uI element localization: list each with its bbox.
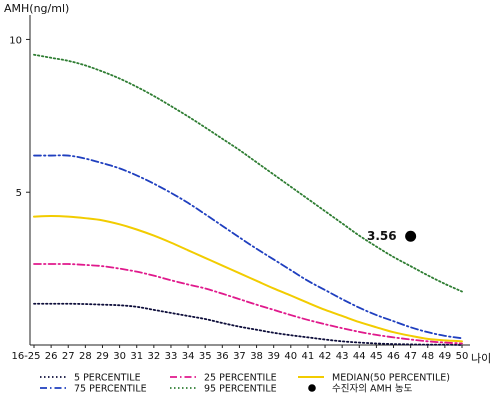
x-tick-label: 27 [62, 351, 75, 362]
series-line-5-percentile [33, 302, 463, 346]
legend: 5 PERCENTILE 25 PERCENTILE MEDIAN(50 PERCE… [40, 373, 450, 395]
x-tick-label: 50 [456, 351, 469, 362]
marker-group: 3.56 [367, 229, 417, 243]
x-tick-label: 44 [353, 351, 366, 362]
x-tick-label: 39 [267, 351, 280, 362]
x-tick-label: 42 [319, 351, 332, 362]
legend-label: 95 PERCENTILE [204, 384, 277, 395]
x-tick-label: 46 [387, 351, 400, 362]
series-line-95-percentile [33, 53, 463, 293]
x-tick-label: 45 [370, 351, 383, 362]
x-tick-label: 28 [79, 351, 92, 362]
y-tick-label: 10 [9, 35, 22, 46]
x-tick-label: 26 [45, 351, 58, 362]
series-line-75-percentile [33, 154, 463, 340]
x-tick-label: 41 [302, 351, 315, 362]
x-tick-label: 43 [336, 351, 349, 362]
legend-label: 75 PERCENTILE [74, 384, 147, 395]
x-tick-label: 34 [182, 351, 195, 362]
x-tick-label: 16-25 [11, 351, 40, 362]
x-tick-label: 33 [165, 351, 178, 362]
x-tick-label: 47 [404, 351, 417, 362]
x-tick-label: 36 [216, 351, 229, 362]
x-tick-label: 29 [96, 351, 109, 362]
legend-label: 수진자의 AMH 농도 [332, 384, 413, 395]
x-axis-title: 나이 [471, 352, 491, 365]
x-tick-label: 31 [130, 351, 143, 362]
x-tick-label: 48 [421, 351, 434, 362]
patient-amh-value-label: 3.56 [367, 229, 397, 243]
x-tick-label: 35 [199, 351, 212, 362]
legend-label: 25 PERCENTILE [204, 373, 277, 384]
x-tick-label: 32 [147, 351, 160, 362]
x-tick-label: 49 [439, 351, 452, 362]
x-tick-label: 40 [284, 351, 297, 362]
legend-marker-swatch [308, 384, 316, 392]
legend-label: 5 PERCENTILE [74, 373, 141, 384]
legend-label: MEDIAN(50 PERCENTILE) [332, 373, 450, 384]
x-tick-label: 37 [233, 351, 246, 362]
x-tick-group: 16-25 26 27 28 29 30 31 32 33 34 35 36 37 38 39 40 41 42 4… [11, 345, 468, 362]
x-tick-label: 30 [113, 351, 126, 362]
series-line-median-50-percentile [33, 215, 463, 343]
series-line-25-percentile [33, 263, 463, 345]
y-axis-title: AMH(ng/ml) [4, 2, 69, 15]
patient-amh-point [405, 230, 417, 242]
series-group [33, 53, 463, 346]
y-tick-label: 5 [16, 188, 22, 199]
x-tick-label: 38 [250, 351, 263, 362]
y-tick-group: 5 10 [9, 35, 30, 199]
